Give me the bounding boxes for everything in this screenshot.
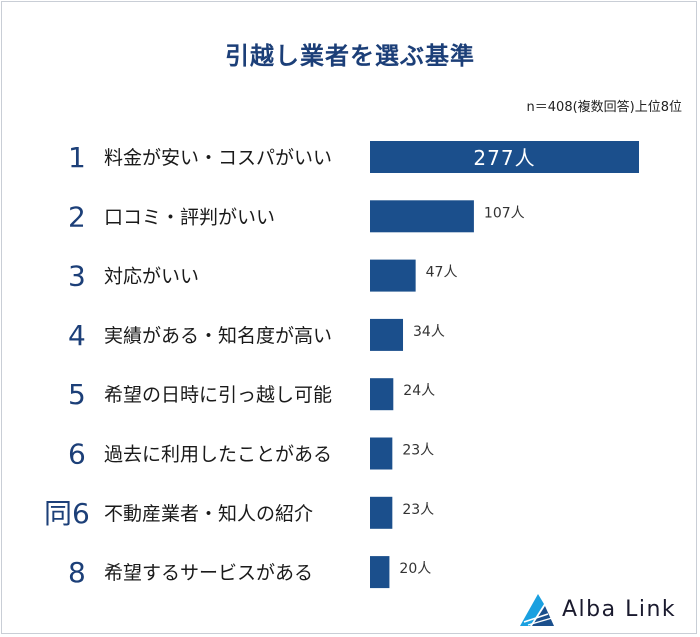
category-label: 口コミ・評判がいい [104,206,275,228]
value-label: 24人 [403,383,435,399]
rank-label: 同6 [44,497,90,530]
bar [370,259,416,292]
rank-label: 4 [68,319,86,352]
bar [370,318,404,351]
rank-label: 6 [68,438,86,471]
rank-label: 5 [68,378,86,411]
alba-link-logo-icon [520,594,554,626]
value-label: 107人 [484,205,525,221]
category-label: 不動産業者・知人の紹介 [104,503,313,525]
bar [370,496,393,529]
bar [370,141,639,173]
rank-label: 3 [68,260,86,293]
value-label: 23人 [402,443,434,459]
rank-label: 2 [68,200,86,233]
category-label: 過去に利用したことがある [104,444,332,466]
category-label: 希望するサービスがある [104,562,313,584]
sample-note: n＝408(複数回答)上位8位 [526,100,682,115]
bar [370,200,474,233]
bar [370,378,394,411]
chart-title: 引越し業者を選ぶ基準 [225,42,475,70]
value-label: 47人 [426,265,458,281]
brand-name: Alba Link [562,597,677,622]
category-label: 料金が安い・コスパがいい [104,147,332,169]
bar [370,556,390,589]
value-label: 277人 [473,146,535,170]
category-label: 希望の日時に引っ越し可能 [104,384,332,406]
rank-label: 8 [68,556,86,589]
category-label: 対応がいい [104,266,199,288]
bar [370,437,393,470]
category-label: 実績がある・知名度が高い [104,325,332,347]
value-label: 34人 [413,324,445,340]
rank-label: 1 [68,141,86,174]
alba-link-logo: Alba Link [518,592,688,628]
value-label: 20人 [399,561,431,577]
value-label: 23人 [402,502,434,518]
